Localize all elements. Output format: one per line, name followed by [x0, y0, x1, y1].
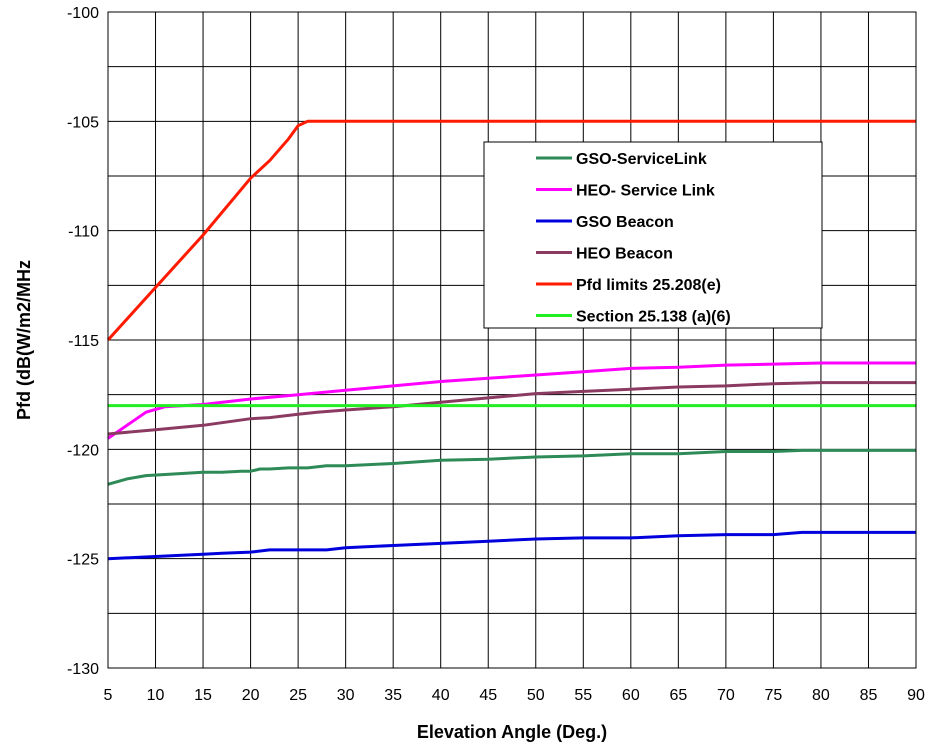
- series-line-4: [107, 381, 916, 436]
- x-tick-label: 60: [622, 687, 640, 704]
- x-tick-label: 50: [527, 687, 545, 704]
- series-line-1: [107, 448, 916, 486]
- y-tick-label: -115: [68, 333, 99, 350]
- y-tick-label: -120: [67, 442, 99, 459]
- x-tick-labels: 5 10 15 20 25 30 35 40 45 50 55 60 65 70 75 80 85 90: [104, 687, 925, 704]
- legend-label: Pfd limits 25.208(e): [576, 277, 721, 294]
- y-tick-label: -110: [68, 224, 99, 241]
- legend-box: [483, 141, 823, 329]
- x-axis-title: Elevation Angle (Deg.): [417, 722, 607, 742]
- y-axis-title: Pfd (dB(W/m2/MHz: [14, 260, 34, 420]
- y-tick-label: -100: [67, 5, 99, 22]
- x-tick-label: 30: [337, 687, 355, 704]
- x-tick-label: 55: [574, 687, 592, 704]
- legend-label: GSO Beacon: [576, 214, 674, 231]
- legend-label: GSO-ServiceLink: [576, 151, 707, 168]
- x-tick-label: 85: [860, 687, 878, 704]
- series-line-5: [106, 119, 916, 342]
- legend-label: Section 25.138 (a)(6): [576, 309, 731, 326]
- grid: [108, 12, 916, 668]
- legend-label: HEO Beacon: [576, 246, 673, 263]
- x-tick-label: 65: [669, 687, 687, 704]
- x-tick-label: 90: [907, 687, 925, 704]
- x-tick-label: 70: [717, 687, 735, 704]
- x-tick-label: 20: [242, 687, 260, 704]
- x-tick-label: 25: [289, 687, 307, 704]
- y-tick-label: -130: [67, 661, 99, 678]
- y-tick-label: -105: [67, 114, 99, 131]
- y-tick-labels: -130 -125 -120 -115 -110 -105 -100: [67, 5, 99, 678]
- x-tick-label: 80: [812, 687, 830, 704]
- x-tick-label: 45: [479, 687, 497, 704]
- legend: GSO-ServiceLink HEO- Service Link GSO Beac…: [483, 141, 823, 329]
- plot-area-frame: [107, 11, 917, 669]
- x-tick-label: 75: [765, 687, 783, 704]
- series-lines: [106, 119, 916, 561]
- x-tick-label: 35: [384, 687, 402, 704]
- x-tick-label: 5: [104, 687, 113, 704]
- x-tick-label: 40: [432, 687, 450, 704]
- series-line-3: [107, 530, 916, 561]
- legend-label: HEO- Service Link: [576, 183, 715, 200]
- y-tick-label: -125: [67, 552, 99, 569]
- x-tick-label: 10: [147, 687, 165, 704]
- series-line-2: [107, 361, 916, 440]
- x-tick-label: 15: [194, 687, 212, 704]
